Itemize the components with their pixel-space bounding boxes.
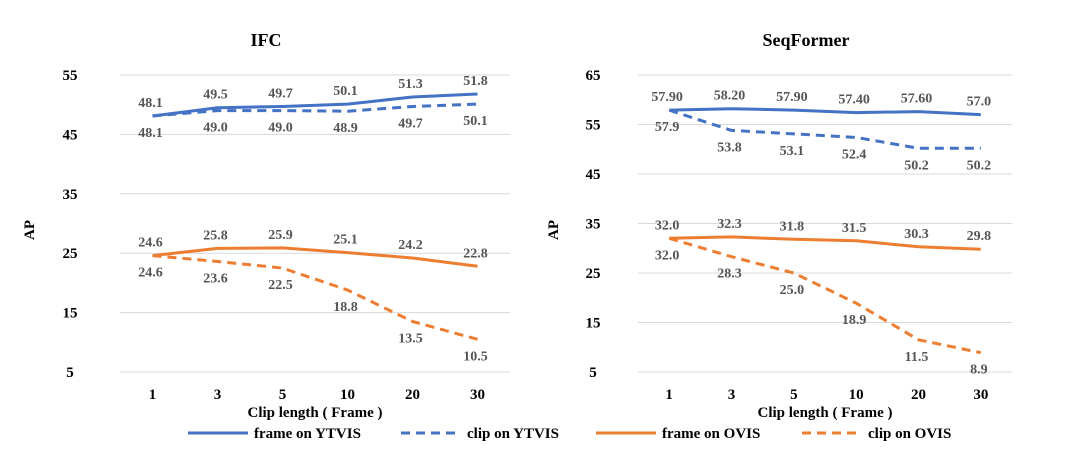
data-label: 57.40: [838, 93, 870, 108]
data-label: 13.5: [398, 332, 423, 347]
y-tick-label: 25: [586, 266, 601, 282]
x-tick-label: 3: [728, 387, 736, 403]
data-label: 52.4: [842, 147, 867, 162]
data-label: 49.7: [398, 116, 423, 131]
data-label: 24.6: [138, 236, 163, 251]
data-label: 32.3: [717, 217, 742, 232]
series-line-frame-on-ytvis: [152, 92, 478, 118]
data-label: 58.20: [714, 89, 746, 104]
y-tick-label: 55: [586, 118, 601, 134]
x-axis-label: Clip length ( Frame ): [248, 405, 383, 421]
x-tick-label: 10: [340, 387, 355, 403]
data-label: 18.8: [333, 300, 358, 315]
data-label: 22.8: [463, 246, 488, 261]
y-tick-label: 45: [586, 167, 601, 183]
series-line-clip-on-ytvis: [152, 102, 478, 118]
data-label: 22.5: [268, 278, 293, 293]
data-label: 8.9: [970, 363, 988, 378]
x-tick-label: 5: [790, 387, 798, 403]
data-label: 11.5: [905, 350, 929, 365]
x-tick-label: 20: [405, 387, 420, 403]
series-line-clip-on-ovis: [152, 254, 478, 341]
data-label: 51.3: [398, 77, 423, 92]
chart-title-ifc: IFC: [251, 30, 282, 50]
data-label: 48.1: [138, 96, 163, 111]
data-label: 23.6: [203, 272, 228, 287]
legend: frame on YTVIS clip on YTVIS frame on OVIS…: [188, 426, 951, 442]
data-label: 28.3: [717, 267, 742, 282]
x-tick-label: 10: [849, 387, 864, 403]
data-label: 48.9: [333, 121, 358, 136]
data-label: 49.7: [268, 86, 293, 101]
data-label: 49.0: [203, 121, 228, 136]
data-label: 18.9: [842, 313, 867, 328]
data-label: 57.90: [651, 90, 683, 105]
data-label: 48.1: [138, 126, 163, 141]
data-label: 51.8: [463, 74, 488, 89]
data-label: 50.1: [463, 114, 488, 129]
data-label: 25.9: [268, 228, 293, 243]
data-label: 57.90: [776, 90, 808, 105]
data-label: 25.0: [780, 283, 805, 298]
x-tick-label: 1: [149, 387, 157, 403]
series-line-clip-on-ytvis: [668, 108, 981, 150]
data-label: 31.5: [842, 221, 867, 236]
x-tick-label: 30: [470, 387, 485, 403]
data-label: 50.2: [967, 158, 992, 173]
series-line-clip-on-ovis: [668, 236, 982, 355]
data-label: 32.0: [655, 218, 680, 233]
legend-label: clip on OVIS: [868, 426, 951, 442]
y-axis-label: AP: [22, 220, 38, 240]
y-tick-label: 15: [586, 316, 601, 332]
x-axis-label: Clip length ( Frame ): [758, 405, 893, 421]
data-label: 31.8: [780, 219, 805, 234]
data-label: 53.8: [717, 140, 742, 155]
legend-label: frame on YTVIS: [254, 426, 361, 442]
data-label: 25.1: [333, 233, 358, 248]
data-label: 53.1: [780, 144, 805, 159]
data-label: 57.9: [655, 120, 680, 135]
data-label: 10.5: [463, 349, 488, 364]
data-label: 32.0: [655, 248, 680, 263]
x-tick-label: 5: [279, 387, 287, 403]
y-tick-label: 5: [589, 365, 597, 381]
x-tick-label: 3: [214, 387, 222, 403]
data-label: 50.1: [333, 84, 358, 99]
y-tick-label: 5: [66, 365, 74, 381]
legend-label: frame on OVIS: [662, 426, 760, 442]
legend-label: clip on YTVIS: [467, 426, 559, 442]
data-label: 30.3: [904, 227, 929, 242]
x-tick-label: 1: [665, 387, 673, 403]
y-tick-label: 65: [586, 68, 601, 84]
x-tick-label: 30: [973, 387, 988, 403]
series-line-frame-on-ovis: [669, 235, 981, 251]
y-tick-label: 55: [63, 68, 78, 84]
data-label: 57.60: [901, 92, 933, 107]
series-line-frame-on-ovis: [152, 246, 478, 268]
y-tick-label: 25: [63, 246, 78, 262]
data-label: 24.2: [398, 238, 423, 253]
data-label: 29.8: [967, 229, 992, 244]
data-label: 57.0: [967, 95, 992, 110]
y-axis-label: AP: [546, 220, 562, 240]
data-label: 50.2: [904, 158, 929, 173]
series-line-frame-on-ytvis: [669, 107, 981, 117]
y-tick-label: 35: [586, 217, 601, 233]
data-label: 25.8: [203, 228, 228, 243]
y-tick-label: 35: [63, 187, 78, 203]
x-tick-label: 20: [911, 387, 926, 403]
chart-title-seqformer: SeqFormer: [763, 30, 850, 50]
data-label: 49.5: [203, 88, 228, 103]
y-tick-label: 45: [63, 127, 78, 143]
data-label: 49.0: [268, 121, 293, 136]
data-label: 24.6: [138, 266, 163, 281]
y-tick-label: 15: [63, 306, 78, 322]
